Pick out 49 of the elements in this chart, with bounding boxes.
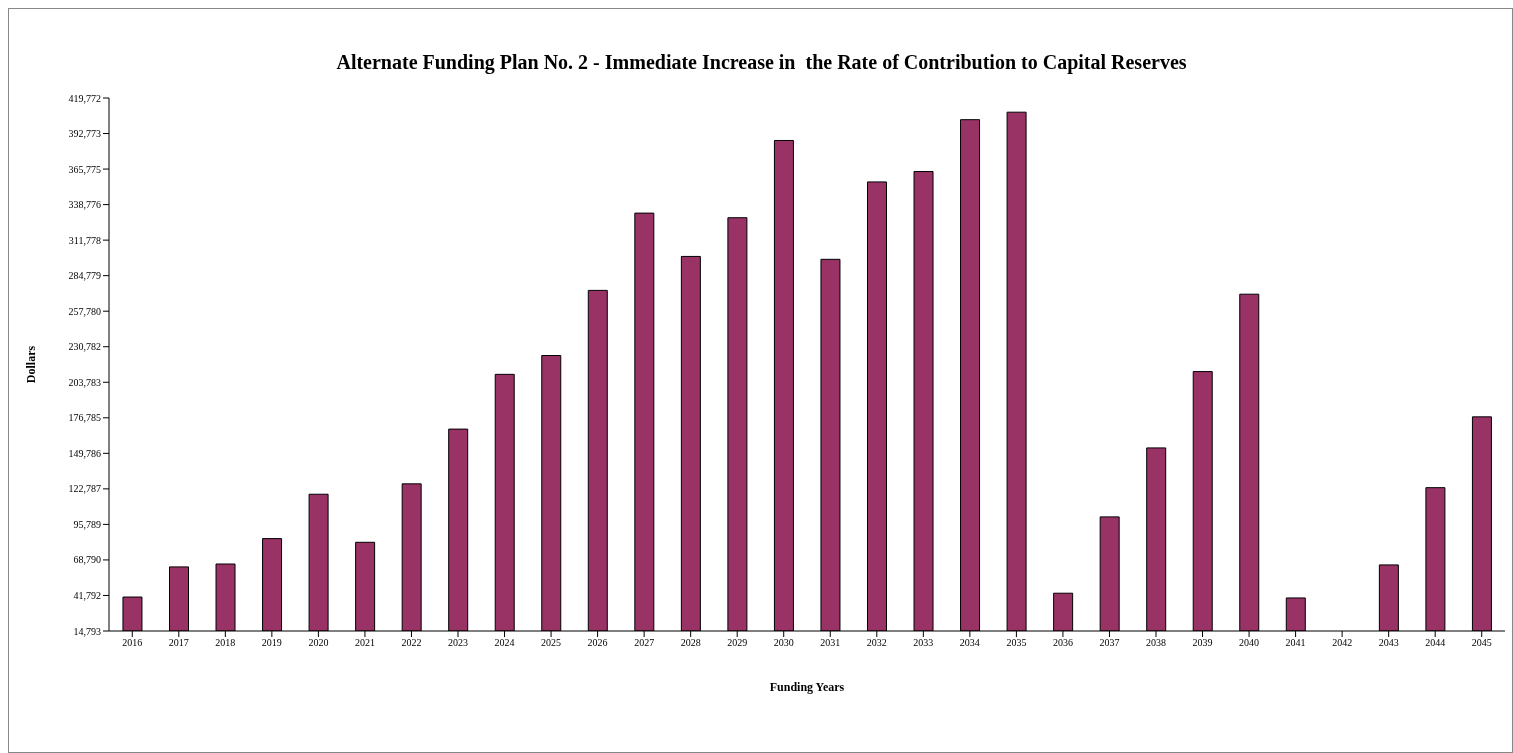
x-tick-label: 2029 [727,637,748,649]
x-tick-label: 2038 [1146,637,1166,649]
x-tick-label: 2036 [1052,637,1073,649]
x-tick-label: 2030 [773,637,794,649]
chart-title: Alternate Funding Plan No. 2 - Immediate Increase in the Rate of Contribution to Capital Reserves [335,51,1188,74]
y-tick-label: 365,775 [68,163,101,175]
y-axis-title: Dollars [24,345,39,384]
y-tick-label: 176,785 [68,412,101,424]
y-tick-label: 14,793 [73,625,101,637]
x-tick-label: 2034 [959,637,980,649]
x-tick-label: 2024 [494,637,515,649]
y-tick-label: 41,792 [73,590,101,602]
x-tick-label: 2041 [1285,637,1306,649]
y-tick-label: 95,789 [73,518,101,530]
y-tick-label: 284,779 [68,270,101,282]
x-tick-label: 2028 [680,637,701,649]
x-tick-label: 2045 [1471,637,1492,649]
y-tick-label: 338,776 [68,199,101,211]
x-tick-label: 2044 [1425,637,1446,649]
y-tick-label: 122,787 [68,483,101,495]
x-tick-label: 2027 [634,637,655,649]
x-tick-label: 2021 [354,637,375,649]
x-tick-label: 2043 [1378,637,1399,649]
x-tick-label: 2022 [401,637,422,649]
x-tick-label: 2025 [541,637,562,649]
x-tick-label: 2017 [168,637,189,649]
y-tick-label: 419,772 [68,92,101,104]
x-tick-label: 2023 [448,637,468,649]
x-tick-label: 2026 [587,637,608,649]
x-tick-label: 2032 [866,637,887,649]
x-tick-label: 2042 [1332,637,1353,649]
x-tick-label: 2031 [820,637,841,649]
y-tick-label: 230,782 [68,341,101,353]
y-tick-label: 149,786 [68,447,101,459]
x-tick-label: 2035 [1006,637,1027,649]
x-tick-label: 2016 [122,637,143,649]
x-tick-label: 2040 [1239,637,1260,649]
x-tick-label: 2019 [261,637,282,649]
y-tick-label: 311,778 [68,234,101,246]
x-tick-label: 2020 [308,637,329,649]
x-axis-title: Funding Years [769,680,845,694]
y-tick-label: 68,790 [73,554,101,566]
x-tick-label: 2033 [913,637,934,649]
x-tick-label: 2039 [1192,637,1213,649]
y-tick-label: 392,773 [68,128,101,140]
y-tick-label: 203,783 [68,376,101,388]
y-tick-label: 257,780 [68,305,101,317]
x-tick-label: 2037 [1099,637,1120,649]
x-tick-label: 2018 [215,637,236,649]
